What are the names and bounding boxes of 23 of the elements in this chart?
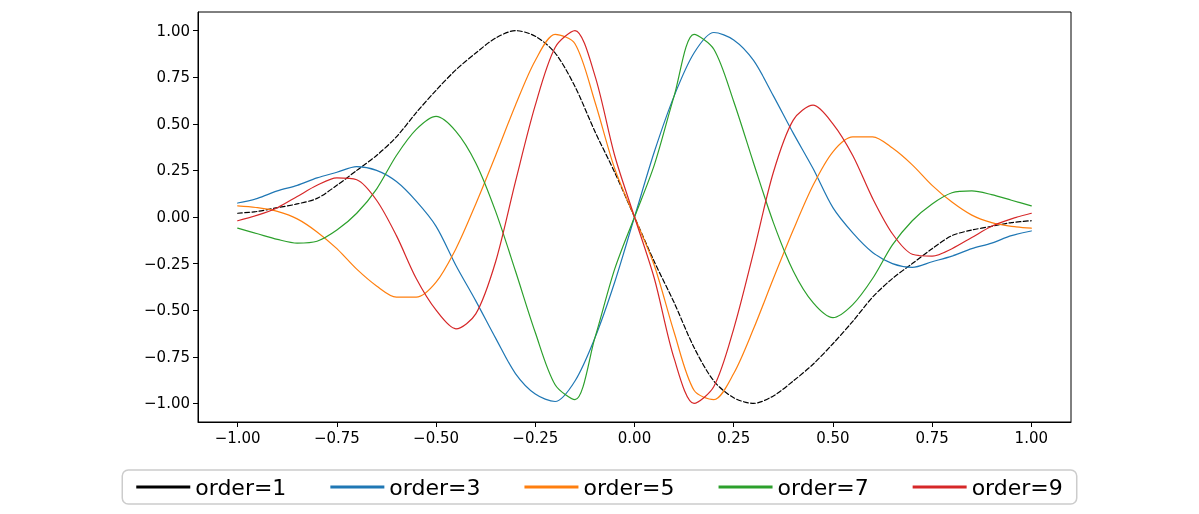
y-tick-label: 0.25: [156, 161, 190, 180]
legend-label: order=7: [777, 474, 869, 500]
y-tick-label: 0.50: [156, 114, 190, 133]
legend-label: order=5: [583, 474, 675, 500]
x-tick-label: 0.25: [717, 428, 751, 447]
x-tick-label: −1.00: [214, 428, 261, 447]
x-tick-label: −0.75: [313, 428, 360, 447]
y-tick-label: 0.00: [156, 208, 190, 226]
x-tick-label: −0.25: [512, 428, 559, 447]
x-tick-label: 0.75: [915, 428, 949, 447]
x-tick-label: 1.00: [1014, 428, 1049, 447]
x-tick-label: 0.50: [816, 428, 850, 447]
y-tick-label: −1.00: [144, 394, 190, 413]
y-tick-label: −0.25: [144, 254, 190, 273]
legend-label: order=9: [971, 474, 1063, 500]
y-tick-label: −0.75: [144, 347, 190, 366]
x-tick-label: 0.00: [617, 428, 652, 447]
x-tick-label: −0.50: [413, 428, 460, 447]
legend-label: order=1: [195, 474, 287, 500]
legend-label: order=3: [389, 474, 481, 500]
y-tick-label: 0.75: [156, 68, 190, 87]
y-tick-label: −0.50: [144, 301, 190, 320]
y-tick-label: 1.00: [156, 21, 190, 40]
